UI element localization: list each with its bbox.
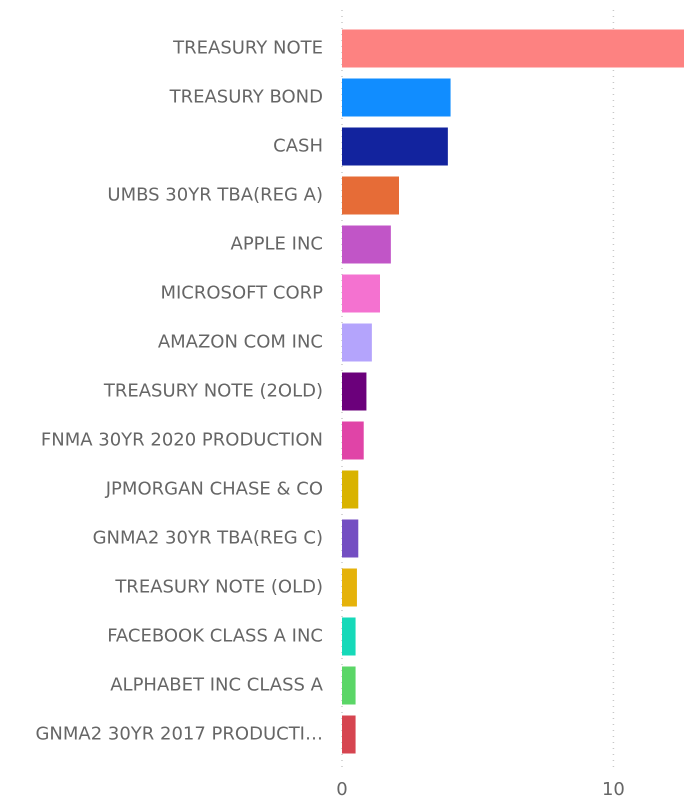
bar: [342, 323, 372, 362]
bar: [342, 176, 399, 215]
bar: [342, 274, 380, 313]
y-tick-label: GNMA2 30YR 2017 PRODUCTI…: [35, 724, 323, 745]
y-tick-label: TREASURY NOTE (OLD): [114, 577, 323, 598]
y-tick-label: ALPHABET INC CLASS A: [110, 675, 323, 696]
y-tick-label: TREASURY NOTE: [172, 38, 323, 59]
bar: [342, 225, 391, 264]
y-tick-label: TREASURY NOTE (2OLD): [103, 381, 323, 402]
bar: [342, 617, 356, 656]
bar: [342, 519, 359, 558]
y-tick-label: GNMA2 30YR TBA(REG C): [93, 528, 323, 549]
bar: [342, 715, 356, 754]
y-tick-label: APPLE INC: [231, 234, 324, 255]
bar: [342, 666, 356, 705]
x-tick-label: 10: [602, 779, 625, 800]
bar: [342, 568, 357, 607]
y-tick-label: JPMORGAN CHASE & CO: [105, 479, 323, 500]
bar: [342, 470, 359, 509]
bar: [342, 372, 367, 411]
y-tick-label: FACEBOOK CLASS A INC: [107, 626, 323, 647]
y-tick-label: TREASURY BOND: [169, 87, 323, 108]
y-tick-label: FNMA 30YR 2020 PRODUCTION: [41, 430, 323, 451]
bar: [342, 127, 448, 166]
y-tick-label: CASH: [273, 136, 323, 157]
y-tick-label: MICROSOFT CORP: [160, 283, 323, 304]
x-tick-label: 0: [336, 779, 347, 800]
y-tick-label: UMBS 30YR TBA(REG A): [107, 185, 323, 206]
bar: [342, 29, 684, 68]
bar: [342, 421, 364, 460]
bar: [342, 78, 451, 117]
y-tick-label: AMAZON COM INC: [158, 332, 323, 353]
